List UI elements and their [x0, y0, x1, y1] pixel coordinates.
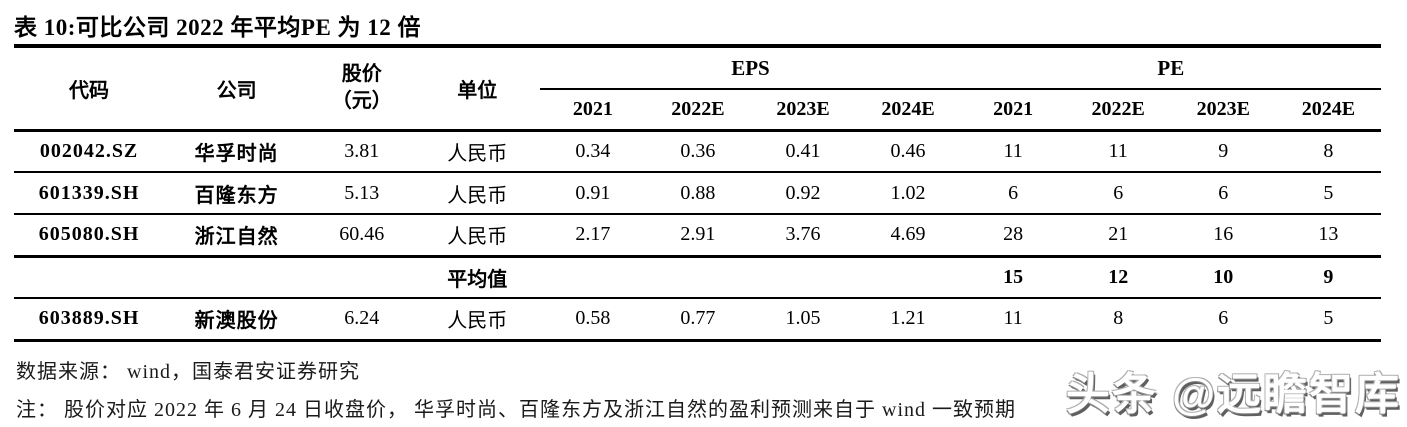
cell-value-2: 0.92 — [750, 172, 856, 215]
cell-value-2: 3.76 — [750, 214, 856, 258]
cell-value-0: 0.58 — [540, 298, 646, 342]
cell-value-6: 9 — [1170, 130, 1276, 173]
header-eps-2021: 2021 — [540, 89, 646, 132]
cell-value-2: 0.41 — [750, 130, 856, 173]
header-group-pe: PE — [960, 48, 1381, 90]
table-row: 603889.SH 新澳股份 6.24 人民币 0.58 0.77 1.05 1.21 11 8 6… — [14, 298, 1381, 342]
cell-price — [309, 256, 415, 299]
table-title: 表 10:可比公司 2022 年平均PE 为 12 倍 — [14, 15, 422, 40]
cell-value-1 — [645, 256, 751, 299]
table-row: 002042.SZ 华孚时尚 3.81 人民币 0.34 0.36 0.41 0.46 11 11… — [14, 130, 1381, 173]
cell-value-3: 1.02 — [855, 172, 961, 215]
cell-value-7: 8 — [1275, 130, 1381, 173]
cell-value-4: 15 — [960, 256, 1066, 299]
cell-value-3: 0.46 — [855, 130, 961, 173]
cell-code: 002042.SZ — [14, 130, 165, 173]
comparable-companies-table: 代码 公司 股价 （元） 单位 EPS PE 2021 2022E 2023E … — [14, 48, 1381, 342]
cell-value-6: 10 — [1170, 256, 1276, 299]
cell-value-3: 4.69 — [855, 214, 961, 258]
cell-code — [14, 256, 165, 299]
cell-code: 605080.SH — [14, 214, 165, 258]
cell-unit: 人民币 — [414, 172, 541, 215]
cell-value-1: 2.91 — [645, 214, 751, 258]
cell-value-1: 0.88 — [645, 172, 751, 215]
cell-company: 华孚时尚 — [164, 130, 310, 173]
header-eps-2023e: 2023E — [750, 89, 856, 132]
cell-company: 新澳股份 — [164, 298, 310, 342]
header-unit: 单位 — [414, 48, 541, 132]
header-pe-2023e: 2023E — [1170, 89, 1276, 132]
cell-value-7: 5 — [1275, 172, 1381, 215]
cell-company: 浙江自然 — [164, 214, 310, 258]
footnote: 注： 股价对应 2022 年 6 月 24 日收盘价， 华孚时尚、百隆东方及浙江… — [16, 399, 1016, 421]
cell-value-5: 6 — [1065, 172, 1171, 215]
cell-company: 百隆东方 — [164, 172, 310, 215]
table-row: 605080.SH 浙江自然 60.46 人民币 2.17 2.91 3.76 4.69 28 2… — [14, 214, 1381, 258]
cell-value-2: 1.05 — [750, 298, 856, 342]
cell-value-4: 11 — [960, 298, 1066, 342]
header-pe-2024e: 2024E — [1275, 89, 1381, 132]
cell-unit: 人民币 — [414, 130, 541, 173]
cell-price: 6.24 — [309, 298, 415, 342]
cell-value-0: 0.91 — [540, 172, 646, 215]
cell-value-4: 11 — [960, 130, 1066, 173]
cell-value-0 — [540, 256, 646, 299]
cell-value-6: 16 — [1170, 214, 1276, 258]
cell-value-6: 6 — [1170, 298, 1276, 342]
cell-code: 601339.SH — [14, 172, 165, 215]
table-row: 平均值 15 12 10 9 — [14, 256, 1381, 299]
cell-value-4: 6 — [960, 172, 1066, 215]
cell-price: 3.81 — [309, 130, 415, 173]
header-company: 公司 — [164, 48, 310, 132]
cell-price: 60.46 — [309, 214, 415, 258]
cell-company — [164, 256, 310, 299]
cell-value-1: 0.36 — [645, 130, 751, 173]
cell-value-5: 12 — [1065, 256, 1171, 299]
cell-value-0: 2.17 — [540, 214, 646, 258]
cell-price: 5.13 — [309, 172, 415, 215]
cell-value-2 — [750, 256, 856, 299]
header-code: 代码 — [14, 48, 165, 132]
table-row: 601339.SH 百隆东方 5.13 人民币 0.91 0.88 0.92 1.02 6 6 6 5 — [14, 172, 1381, 215]
header-price-line2: （元） — [331, 90, 392, 113]
cell-unit: 平均值 — [414, 256, 541, 299]
cell-value-7: 5 — [1275, 298, 1381, 342]
cell-value-6: 6 — [1170, 172, 1276, 215]
cell-value-7: 13 — [1275, 214, 1381, 258]
cell-value-7: 9 — [1275, 256, 1381, 299]
cell-value-3 — [855, 256, 961, 299]
header-eps-2024e: 2024E — [855, 89, 961, 132]
cell-unit: 人民币 — [414, 214, 541, 258]
cell-code: 603889.SH — [14, 298, 165, 342]
header-price-line1: 股价 — [341, 63, 382, 86]
cell-value-4: 28 — [960, 214, 1066, 258]
header-price: 股价 （元） — [309, 48, 415, 132]
cell-unit: 人民币 — [414, 298, 541, 342]
cell-value-0: 0.34 — [540, 130, 646, 173]
cell-value-5: 8 — [1065, 298, 1171, 342]
watermark-text: 头条 @远瞻智库 — [1065, 370, 1401, 419]
header-group-eps: EPS — [540, 48, 961, 90]
cell-value-3: 1.21 — [855, 298, 961, 342]
data-source-note: 数据来源： wind，国泰君安证券研究 — [16, 361, 360, 383]
cell-value-5: 11 — [1065, 130, 1171, 173]
cell-value-5: 21 — [1065, 214, 1171, 258]
title-divider — [14, 44, 1381, 48]
header-pe-2021: 2021 — [960, 89, 1066, 132]
cell-value-1: 0.77 — [645, 298, 751, 342]
table-body: 002042.SZ 华孚时尚 3.81 人民币 0.34 0.36 0.41 0.46 11 11… — [14, 130, 1381, 342]
header-pe-2022e: 2022E — [1065, 89, 1171, 132]
header-eps-2022e: 2022E — [645, 89, 751, 132]
